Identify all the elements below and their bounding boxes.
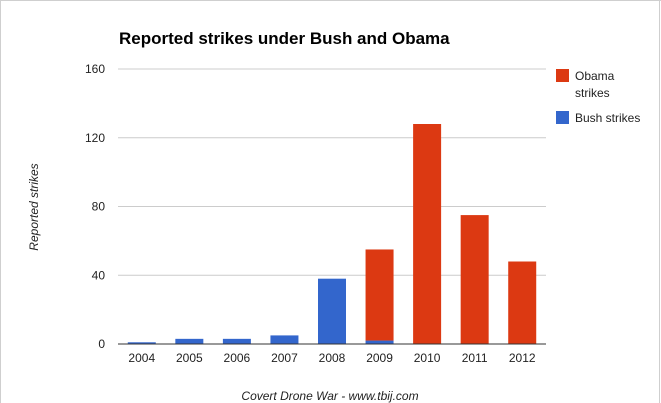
- x-tick-label: 2012: [509, 351, 536, 365]
- x-tick-label: 2008: [319, 351, 346, 365]
- legend-label: Obama: [575, 69, 615, 83]
- bar-bush-2005: [175, 338, 204, 344]
- x-tick-label: 2009: [366, 351, 393, 365]
- y-tick-label: 40: [92, 268, 106, 282]
- y-axis-label: Reported strikes: [27, 163, 41, 250]
- bar-obama-2012: [508, 261, 537, 344]
- frame-border-right: [659, 0, 660, 403]
- y-tick-labels: 0 40 80 120 160: [85, 62, 105, 351]
- bar-bush-2007: [270, 335, 299, 344]
- x-tick-label: 2007: [271, 351, 298, 365]
- frame-border-left: [0, 0, 1, 403]
- chart-title: Reported strikes under Bush and Obama: [119, 29, 450, 48]
- x-tick-label: 2004: [128, 351, 155, 365]
- legend: Obama strikes Bush strikes: [556, 69, 640, 125]
- legend-swatch: [556, 69, 569, 82]
- legend-swatch: [556, 111, 569, 124]
- bar-bush-2006: [222, 338, 251, 344]
- bar-bush-2004: [127, 342, 156, 344]
- y-tick-label: 160: [85, 62, 105, 76]
- legend-label: Bush strikes: [575, 111, 640, 125]
- y-tick-label: 120: [85, 131, 105, 145]
- bar-bush-2009: [365, 340, 394, 344]
- bar-obama-2009: [365, 249, 394, 341]
- x-tick-label: 2011: [462, 351, 488, 365]
- bar-obama-2010: [413, 124, 442, 344]
- x-tick-labels: 2004 2005 2006 2007 2008 2009 2010 2011 2012: [128, 351, 535, 365]
- bar-bush-2008: [318, 278, 346, 344]
- bar-obama-2011: [460, 215, 489, 344]
- legend-label: strikes: [575, 86, 610, 100]
- bars: [127, 124, 537, 344]
- y-tick-label: 80: [92, 200, 106, 214]
- y-tick-label: 0: [98, 337, 105, 351]
- x-tick-label: 2005: [176, 351, 203, 365]
- x-tick-label: 2010: [414, 351, 441, 365]
- x-tick-label: 2006: [224, 351, 251, 365]
- source-caption: Covert Drone War - www.tbij.com: [241, 389, 418, 403]
- frame-border-top: [0, 0, 661, 1]
